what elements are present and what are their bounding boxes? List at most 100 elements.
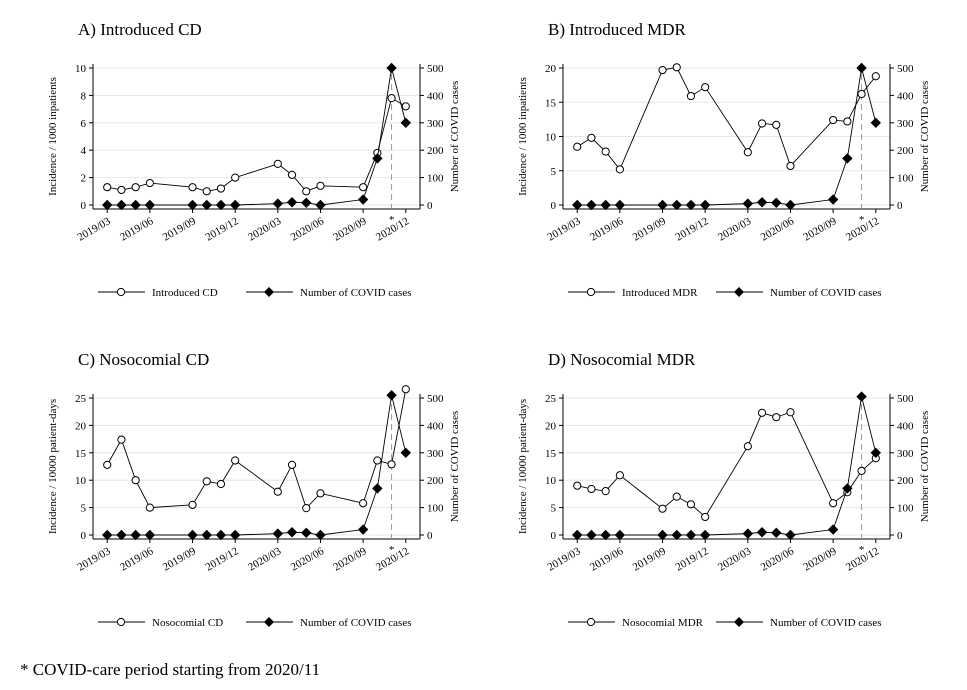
data-point-covid: [215, 199, 227, 211]
y-tick-label-right: 300: [427, 118, 444, 130]
data-point-incidence: [601, 487, 610, 496]
y-tick-label-left: 25: [75, 393, 87, 405]
panel-title: C) Nosocomial CD: [78, 350, 209, 369]
y-axis-title-right: Number of COVID cases: [449, 81, 461, 193]
data-point-incidence: [231, 456, 240, 465]
y-tick-label-left: 0: [551, 530, 557, 542]
y-axis-title-left: Incidence / 10000 patient-days: [47, 399, 59, 534]
y-axis-title-left: Incidence / 10000 patient-days: [517, 399, 529, 534]
x-tick-label: 2019/09: [161, 215, 199, 244]
data-point-incidence: [287, 460, 297, 469]
data-point-covid: [215, 529, 227, 541]
data-point-incidence: [231, 173, 240, 182]
legend: Introduced CD Number of COVID cases: [98, 287, 412, 299]
y-tick-label-right: 100: [427, 173, 444, 185]
chart-panel-2: B) Introduced MDR05101520010020030040050…: [517, 20, 931, 299]
data-point-covid: [229, 199, 241, 211]
data-point-covid: [600, 199, 611, 211]
data-point-incidence: [202, 187, 211, 196]
data-point-covid: [586, 529, 597, 541]
data-point-incidence: [843, 117, 852, 126]
data-point-covid: [614, 199, 626, 211]
data-point-covid: [856, 62, 867, 74]
data-point-incidence: [359, 499, 368, 508]
data-point-incidence: [145, 503, 154, 512]
data-point-incidence: [216, 184, 226, 193]
y-tick-label-right: 500: [427, 393, 444, 405]
data-point-incidence: [601, 147, 610, 156]
covid-care-asterisk: *: [859, 544, 865, 556]
data-point-incidence: [359, 183, 368, 192]
data-point-covid: [187, 199, 198, 211]
x-tick-label: 2020/06: [759, 215, 797, 244]
data-point-covid: [272, 198, 284, 209]
legend-label-incidence: Nosocomial MDR: [622, 617, 704, 629]
y-tick-label-right: 100: [427, 503, 444, 515]
x-tick-label: 2020/03: [246, 545, 284, 574]
y-tick-label-right: 100: [897, 503, 914, 515]
data-point-covid: [842, 153, 853, 164]
data-point-incidence: [701, 512, 710, 522]
data-point-covid: [372, 483, 383, 494]
legend: Nosocomial MDR Number of COVID cases: [568, 617, 882, 629]
y-tick-label-left: 0: [81, 200, 87, 212]
data-point-covid: [856, 391, 867, 402]
data-point-incidence: [316, 489, 325, 498]
data-point-incidence: [686, 91, 696, 101]
data-point-incidence: [658, 65, 667, 75]
data-point-covid: [201, 529, 212, 541]
data-point-incidence: [316, 181, 325, 190]
data-point-covid: [301, 527, 312, 539]
legend-label-covid: Number of COVID cases: [300, 617, 412, 629]
data-point-incidence: [302, 187, 311, 196]
y-axis-title-left: Incidence / 1000 inpatients: [517, 77, 529, 196]
data-point-covid: [699, 529, 711, 541]
x-tick-label: 2020/06: [289, 545, 327, 574]
data-point-covid: [400, 447, 411, 458]
data-point-incidence: [188, 500, 197, 509]
data-point-covid: [102, 199, 113, 211]
data-point-incidence: [188, 183, 197, 192]
data-point-covid: [742, 528, 754, 539]
y-tick-label-left: 20: [545, 420, 557, 432]
data-point-incidence: [387, 460, 396, 469]
data-point-incidence: [701, 83, 710, 92]
data-point-covid: [756, 197, 768, 208]
data-point-incidence: [857, 466, 866, 475]
legend-label-incidence: Introduced CD: [152, 287, 218, 299]
y-tick-label-right: 100: [897, 173, 914, 185]
series-line-covid: [107, 395, 407, 536]
data-point-incidence: [273, 487, 282, 496]
data-point-incidence: [131, 476, 140, 485]
y-tick-label-right: 400: [897, 420, 914, 432]
data-point-covid: [742, 198, 754, 209]
covid-care-asterisk: *: [859, 214, 865, 226]
legend-label-incidence: Nosocomial CD: [152, 617, 223, 629]
x-tick-label: 2019/03: [75, 215, 113, 244]
data-point-incidence: [615, 165, 624, 174]
y-tick-label-left: 10: [75, 63, 87, 75]
series-line-incidence: [577, 411, 877, 518]
y-tick-label-left: 10: [75, 475, 87, 487]
y-tick-label-left: 15: [545, 448, 557, 460]
data-point-covid: [286, 527, 298, 538]
data-point-incidence: [573, 481, 582, 490]
y-tick-label-right: 0: [897, 200, 903, 212]
data-point-incidence: [615, 471, 624, 480]
x-tick-label: 2019/12: [203, 545, 240, 573]
x-tick-label: 2020/09: [801, 545, 839, 574]
y-tick-label-left: 20: [75, 420, 87, 432]
series-line-covid: [577, 396, 877, 536]
data-point-incidence: [202, 477, 211, 486]
data-point-covid: [130, 529, 141, 541]
y-tick-label-right: 200: [897, 475, 914, 487]
data-point-incidence: [401, 385, 410, 394]
data-point-incidence: [829, 499, 838, 508]
data-point-incidence: [587, 484, 596, 494]
y-tick-label-right: 400: [427, 420, 444, 432]
y-tick-label-right: 300: [897, 448, 914, 460]
data-point-incidence: [757, 408, 767, 417]
data-point-covid: [685, 529, 697, 541]
data-point-incidence: [401, 102, 410, 111]
data-point-incidence: [302, 504, 311, 513]
